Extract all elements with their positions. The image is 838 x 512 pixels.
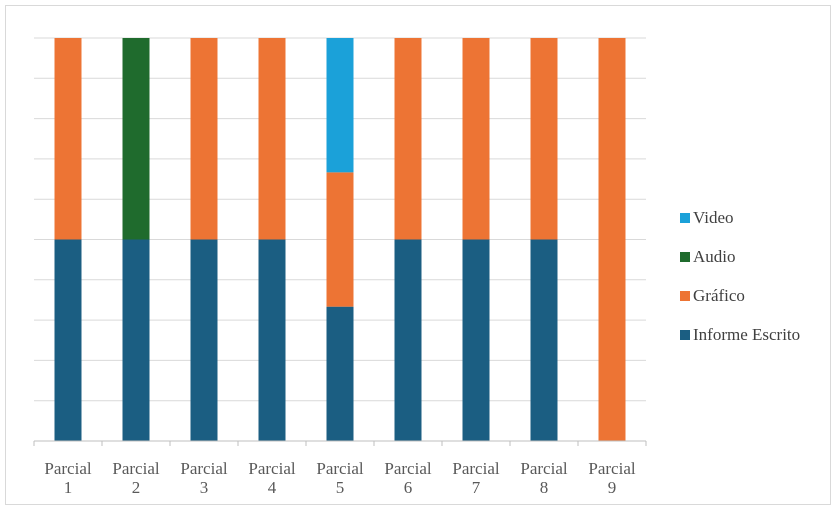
legend-label: Audio	[693, 246, 736, 266]
bar-segment-informe-escrito	[394, 239, 422, 441]
bar-segment-informe-escrito	[122, 239, 150, 441]
x-tick-label: 5	[336, 478, 345, 497]
bar-segment-video	[326, 38, 354, 173]
bar-segment-gr-fico	[530, 38, 558, 240]
legend-label: Gráfico	[693, 285, 745, 305]
bar-segment-informe-escrito	[54, 239, 82, 441]
x-tick-label: 8	[540, 478, 549, 497]
x-tick-label: Parcial	[384, 459, 431, 478]
legend-label: Video	[693, 207, 734, 227]
x-tick-label: 6	[404, 478, 413, 497]
bar-segment-gr-fico	[598, 38, 626, 441]
x-tick-label: 2	[132, 478, 141, 497]
x-tick-label: Parcial	[316, 459, 363, 478]
legend-swatch	[680, 329, 690, 340]
x-tick-label: Parcial	[520, 459, 567, 478]
bar-segment-gr-fico	[326, 172, 354, 307]
bar-segment-gr-fico	[258, 38, 286, 240]
legend-swatch	[680, 212, 690, 223]
legend-item: Video	[680, 198, 800, 237]
x-tick-label: 7	[472, 478, 481, 497]
bar-segment-gr-fico	[190, 38, 218, 240]
x-tick-label: 9	[608, 478, 617, 497]
x-tick-label: Parcial	[112, 459, 159, 478]
bar-segment-gr-fico	[394, 38, 422, 240]
bar-segment-gr-fico	[54, 38, 82, 240]
x-tick-label: Parcial	[180, 459, 227, 478]
x-tick-label: Parcial	[44, 459, 91, 478]
bar-segment-informe-escrito	[326, 306, 354, 441]
x-tick-label: 4	[268, 478, 277, 497]
legend-swatch	[680, 290, 690, 301]
x-tick-label: 1	[64, 478, 73, 497]
bar-segment-audio	[122, 38, 150, 240]
bar-segment-gr-fico	[462, 38, 490, 240]
legend-item: Audio	[680, 237, 800, 276]
x-tick-label: Parcial	[248, 459, 295, 478]
legend: Video Audio Gráfico Informe Escrito	[680, 198, 800, 354]
x-tick-label: Parcial	[588, 459, 635, 478]
bar-segment-informe-escrito	[462, 239, 490, 441]
x-axis	[33, 440, 647, 446]
legend-swatch	[680, 251, 690, 262]
bar-segment-informe-escrito	[258, 239, 286, 441]
bars	[54, 38, 626, 441]
bar-segment-informe-escrito	[530, 239, 558, 441]
legend-item: Informe Escrito	[680, 315, 800, 354]
legend-label: Informe Escrito	[693, 324, 801, 344]
x-tick-label: 3	[200, 478, 209, 497]
x-tick-labels: Parcial1Parcial2Parcial3Parcial4Parcial5…	[44, 459, 635, 497]
bar-segment-informe-escrito	[190, 239, 218, 441]
x-tick-label: Parcial	[452, 459, 499, 478]
legend-item: Gráfico	[680, 276, 800, 315]
